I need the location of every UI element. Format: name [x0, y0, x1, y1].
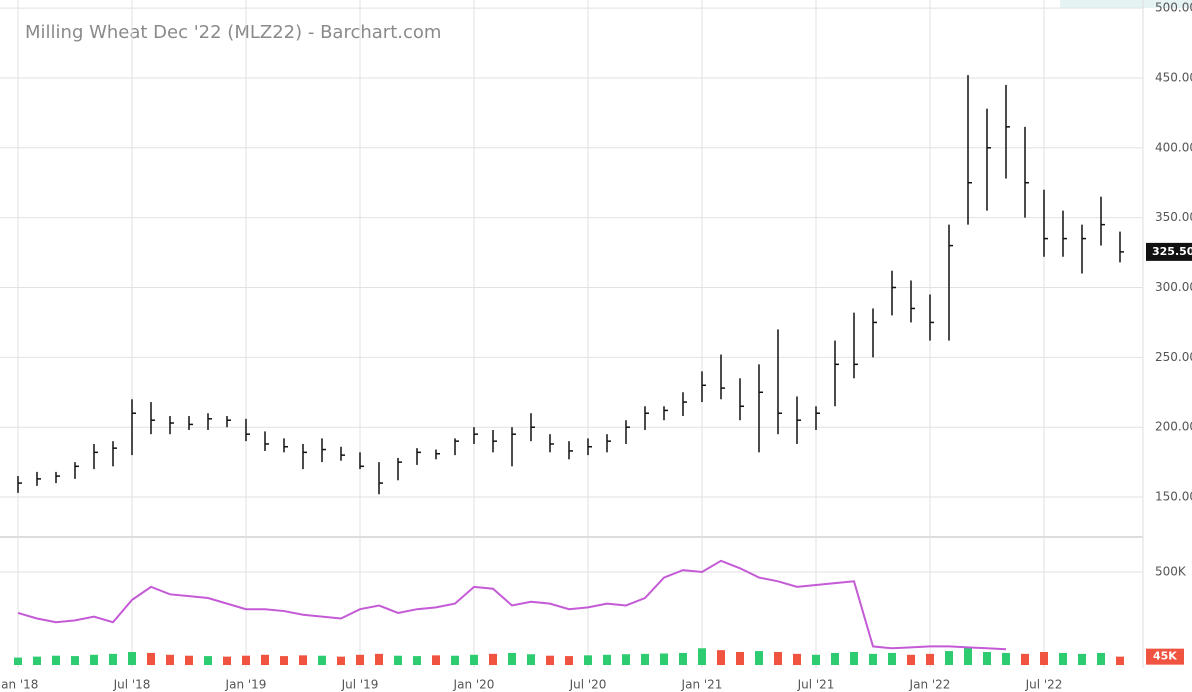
volume-bar [90, 654, 98, 666]
volume-bar [888, 652, 896, 666]
x-tick-label: Jan '22 [909, 678, 951, 692]
open-interest-line [17, 559, 1007, 651]
y-tick-label: 200.00 [1155, 420, 1192, 434]
volume-bar [926, 653, 934, 666]
volume-bar [774, 651, 782, 666]
volume-bar [223, 656, 231, 666]
volume-bar [109, 653, 117, 666]
volume-bar [1059, 652, 1067, 666]
volume-bar [641, 653, 649, 666]
volume-bar [660, 653, 668, 666]
volume-bar [470, 654, 478, 666]
volume-bar [603, 654, 611, 666]
volume-bar [1078, 653, 1086, 666]
volume-bar [489, 653, 497, 666]
chart-title: Milling Wheat Dec '22 (MLZ22) - Barchart… [25, 22, 441, 43]
volume-bar [736, 651, 744, 666]
volume-bar [831, 652, 839, 666]
volume-bar [337, 656, 345, 666]
volume-bar [565, 656, 573, 666]
y-tick-label: 150.00 [1155, 490, 1192, 504]
volume-bar [394, 655, 402, 666]
y-tick-label: 300.00 [1155, 280, 1192, 294]
volume-bar [869, 653, 877, 666]
volume-bar [52, 655, 60, 666]
volume-bar [356, 654, 364, 666]
volume-bar [698, 648, 706, 666]
volume-bar [1002, 652, 1010, 666]
volume-bar [755, 651, 763, 666]
volume-bar [679, 652, 687, 666]
y-tick-label: 450.00 [1155, 70, 1192, 84]
volume-bar [299, 655, 307, 666]
x-tick-label: Jan '20 [453, 678, 495, 692]
x-tick-label: Jan '19 [225, 678, 267, 692]
volume-bar [907, 654, 915, 666]
x-tick-label: Jul '20 [569, 678, 607, 692]
volume-bar [1116, 656, 1124, 666]
volume-bar [793, 653, 801, 666]
volume-bar [527, 654, 535, 666]
volume-bar [622, 654, 630, 666]
volume-bar [185, 655, 193, 666]
last-price-box [1146, 242, 1192, 261]
volume-bar [945, 651, 953, 666]
y2-tick-label: 500K [1155, 564, 1187, 578]
volume-bar [14, 657, 22, 666]
x-tick-label: Jul '21 [797, 678, 835, 692]
volume-bar [261, 654, 269, 666]
volume-bar [1021, 653, 1029, 666]
x-tick-label: Jul '22 [1025, 678, 1063, 692]
volume-bar [432, 655, 440, 666]
volume-bar [375, 653, 383, 666]
y-tick-label: 250.00 [1155, 350, 1192, 364]
last-price-label: 325.50 [1152, 245, 1192, 258]
volume-bar [413, 656, 421, 666]
volume-bar [242, 655, 250, 666]
volume-bar [1097, 652, 1105, 666]
x-tick-label: Jan '18 [0, 678, 38, 692]
volume-bar [508, 652, 516, 666]
volume-bar [280, 656, 288, 666]
volume-bar [147, 652, 155, 666]
volume-bar [964, 647, 972, 666]
volume-bar [983, 651, 991, 666]
x-tick-label: Jan '21 [681, 678, 723, 692]
y-tick-label: 400.00 [1155, 140, 1192, 154]
volume-bar [166, 654, 174, 666]
volume-bar [204, 656, 212, 666]
volume-label-box [1146, 648, 1184, 665]
volume-bar [33, 656, 41, 666]
volume-bar [451, 655, 459, 666]
volume-bar [546, 655, 554, 666]
corner-box [1060, 0, 1192, 8]
y-tick-label: 500.00 [1155, 1, 1192, 15]
volume-bar [1040, 651, 1048, 666]
x-tick-label: Jul '19 [341, 678, 379, 692]
volume-bar [850, 651, 858, 666]
volume-bar [71, 656, 79, 666]
x-tick-label: Jul '18 [113, 678, 151, 692]
volume-bar [717, 650, 725, 666]
volume-bar [128, 651, 136, 666]
y-tick-label: 350.00 [1155, 210, 1192, 224]
volume-bar [318, 655, 326, 666]
volume-bar [812, 654, 820, 666]
volume-bar [584, 655, 592, 666]
volume-label: 45K [1153, 650, 1177, 663]
